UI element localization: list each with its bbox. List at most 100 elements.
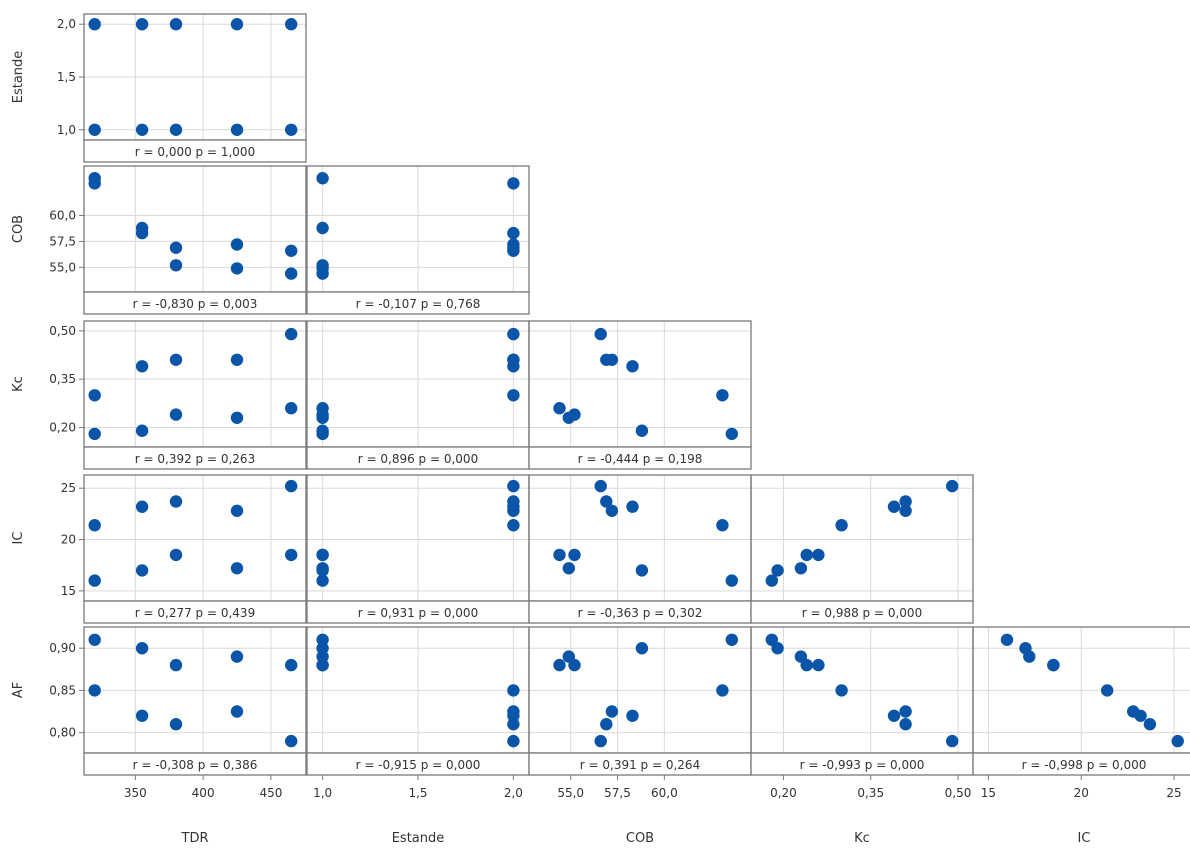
- correlation-label: r = 0,277 p = 0,439: [135, 606, 255, 620]
- data-point: [800, 548, 813, 562]
- data-point: [507, 705, 520, 718]
- data-point: [316, 548, 329, 562]
- data-point: [135, 424, 149, 437]
- data-point: [605, 353, 619, 366]
- data-point: [635, 424, 649, 437]
- data-point: [316, 650, 329, 663]
- data-point: [1000, 633, 1014, 646]
- y-axis-label: COB: [11, 215, 26, 243]
- x-axis-label: TDR: [181, 831, 209, 846]
- data-point: [765, 574, 778, 587]
- x-tick-label: 0,50: [945, 786, 972, 800]
- y-tick-label: 57,5: [49, 234, 76, 248]
- data-point: [771, 642, 784, 655]
- data-point: [725, 633, 738, 646]
- x-tick-label: 0,20: [770, 786, 797, 800]
- x-axis-label: IC: [1078, 831, 1091, 846]
- data-point: [316, 658, 329, 672]
- data-point: [285, 327, 298, 341]
- data-point: [725, 427, 738, 441]
- data-point: [316, 574, 329, 587]
- data-point: [1101, 684, 1114, 697]
- data-point: [316, 424, 329, 437]
- data-point: [1171, 734, 1184, 748]
- labels-layer: r = 0,000 p = 1,000 1,0 1,5 2,0 Estande r = -…: [11, 17, 1182, 846]
- data-point: [507, 734, 520, 748]
- correlation-label: r = 0,931 p = 0,000: [358, 606, 478, 620]
- x-tick-label: 60,0: [651, 786, 678, 800]
- x-axis-label: Estande: [392, 831, 445, 846]
- data-point: [316, 267, 329, 280]
- data-point: [88, 123, 101, 136]
- y-axis-label: IC: [11, 532, 26, 545]
- data-point: [507, 226, 520, 240]
- data-point: [635, 564, 649, 577]
- data-point: [169, 259, 183, 272]
- stat-strip: [83, 752, 307, 776]
- y-tick-label: 1,0: [57, 123, 76, 137]
- y-tick-label: 2,0: [57, 17, 76, 31]
- data-point: [507, 718, 520, 731]
- data-point: [507, 177, 520, 190]
- correlation-label: r = -0,308 p = 0,386: [133, 758, 258, 772]
- data-point: [594, 327, 607, 341]
- data-point: [285, 658, 298, 672]
- correlation-label: r = -0,830 p = 0,003: [133, 297, 258, 311]
- data-point: [169, 18, 183, 31]
- plot-frame: [528, 474, 752, 602]
- data-point: [135, 564, 149, 577]
- data-point: [794, 562, 808, 575]
- data-point: [285, 402, 298, 415]
- y-tick-label: 55,0: [49, 260, 76, 274]
- x-tick-label: 25: [1166, 786, 1181, 800]
- data-point: [135, 226, 149, 240]
- data-point: [285, 18, 298, 31]
- plot-frame: [83, 165, 307, 293]
- grid-layer: [84, 14, 1190, 753]
- data-point: [135, 642, 149, 655]
- correlation-label: r = -0,915 p = 0,000: [356, 758, 481, 772]
- data-point: [635, 642, 649, 655]
- plot-frame: [83, 320, 307, 448]
- stat-strip: [83, 600, 307, 624]
- data-point: [230, 562, 244, 575]
- y-axis-label: AF: [11, 682, 26, 698]
- correlation-label: r = 0,896 p = 0,000: [358, 452, 478, 466]
- x-tick-label: 400: [192, 786, 215, 800]
- correlation-label: r = 0,988 p = 0,000: [802, 606, 922, 620]
- data-point: [562, 562, 575, 575]
- y-tick-label: 0,35: [49, 372, 76, 386]
- frame-layer: [79, 13, 1190, 780]
- data-point: [899, 705, 912, 718]
- data-point: [285, 479, 298, 493]
- data-point: [716, 389, 729, 402]
- correlation-label: r = 0,391 p = 0,264: [580, 758, 700, 772]
- plot-frame: [83, 474, 307, 602]
- correlation-label: r = -0,107 p = 0,768: [356, 297, 481, 311]
- data-point: [594, 734, 607, 748]
- data-point: [812, 658, 825, 672]
- data-point: [562, 650, 575, 663]
- data-point: [230, 504, 244, 517]
- data-point: [88, 177, 101, 190]
- data-point: [507, 353, 520, 366]
- y-tick-label: 20: [61, 533, 76, 547]
- data-point: [230, 262, 244, 275]
- data-point: [771, 564, 784, 577]
- data-point: [1127, 705, 1140, 718]
- x-tick-label: 15: [981, 786, 996, 800]
- plot-frame: [750, 474, 974, 602]
- y-tick-label: 0,50: [49, 324, 76, 338]
- data-point: [135, 500, 149, 513]
- data-point: [507, 479, 520, 493]
- data-point: [725, 574, 738, 587]
- correlation-label: r = -0,998 p = 0,000: [1022, 758, 1147, 772]
- correlation-label: r = -0,363 p = 0,302: [578, 606, 703, 620]
- data-point: [946, 479, 959, 493]
- data-point: [716, 684, 729, 697]
- y-tick-label: 0,80: [49, 726, 76, 740]
- y-axis-label: Estande: [11, 51, 26, 104]
- y-tick-label: 25: [61, 481, 76, 495]
- data-point: [169, 658, 183, 672]
- data-point: [230, 650, 244, 663]
